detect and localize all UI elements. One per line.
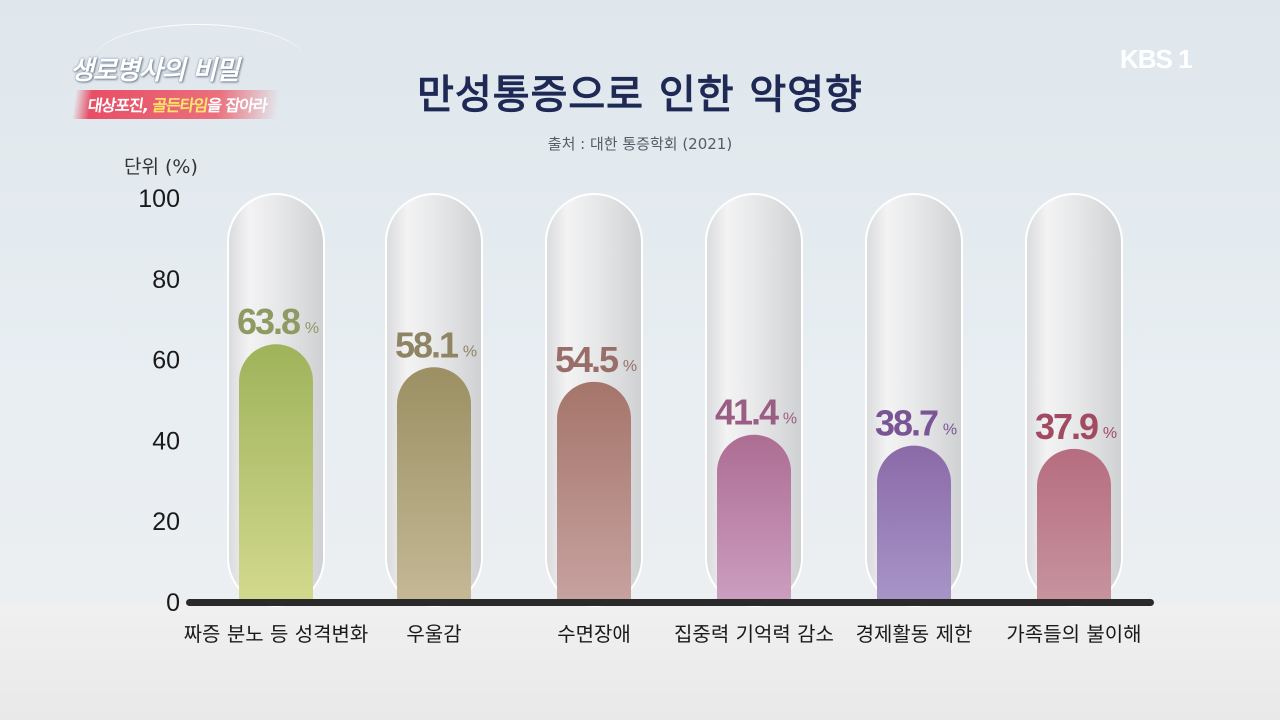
category-label: 우울감 xyxy=(406,622,461,646)
y-tick-label: 100 xyxy=(138,185,180,213)
kbs-channel-logo: KBS 1 xyxy=(1120,44,1193,74)
value-percent-sign: % xyxy=(623,358,637,375)
value-label: 58.1 xyxy=(395,324,459,365)
y-tick-label: 0 xyxy=(166,589,180,617)
value-label: 37.9 xyxy=(1035,406,1098,447)
y-tick-label: 60 xyxy=(152,347,180,375)
logo-arc-decoration xyxy=(94,24,304,95)
value-percent-sign: % xyxy=(305,320,319,337)
value-percent-sign: % xyxy=(1103,425,1117,442)
value-label: 54.5 xyxy=(555,339,619,380)
value-percent-sign: % xyxy=(463,343,477,360)
y-tick-label: 40 xyxy=(152,427,180,455)
category-label: 경제활동 제한 xyxy=(856,622,973,646)
value-label: 41.4 xyxy=(715,392,779,433)
category-label: 수면장애 xyxy=(557,622,631,646)
bar xyxy=(877,445,951,602)
y-tick-label: 20 xyxy=(152,508,180,536)
y-axis-ticks: 0 20 40 60 80 100 xyxy=(138,185,180,617)
chart-source: 출처 : 대한 통증학회 (2021) xyxy=(547,135,733,153)
value-percent-sign: % xyxy=(943,422,957,439)
y-tick-label: 80 xyxy=(152,266,180,294)
bar xyxy=(557,381,631,602)
floor-background xyxy=(0,604,1280,720)
category-label: 짜증 분노 등 성격변화 xyxy=(184,622,369,646)
program-name: 생로병사의 비밀 xyxy=(70,56,239,86)
y-axis-unit-label: 단위 (%) xyxy=(124,156,198,178)
value-label: 63.8 xyxy=(237,301,300,342)
category-label: 가족들의 불이해 xyxy=(1006,622,1141,646)
bars xyxy=(239,344,1111,602)
value-label: 38.7 xyxy=(875,403,938,444)
value-labels: 63.8% 58.1% 54.5 %41.4% 38.7% 37.9% xyxy=(237,301,1117,447)
bar xyxy=(1037,448,1111,602)
bar-tubes xyxy=(227,193,1123,607)
chart-title: 만성통증으로 인한 악영향 xyxy=(417,72,863,118)
bar xyxy=(717,434,791,602)
value-percent-sign: % xyxy=(783,411,797,428)
x-axis-baseline xyxy=(186,599,1154,606)
category-labels: 짜증 분노 등 성격변화 우울감 수면장애 집중력 기억력 감소 경제활동 제한 가족들의… xyxy=(184,622,1142,646)
category-label: 집중력 기억력 감소 xyxy=(674,622,834,646)
program-logo: 생로병사의 비밀 대상포진, 골든타임을 잡아라 xyxy=(64,24,344,122)
bar xyxy=(239,344,313,602)
bar xyxy=(397,367,471,602)
